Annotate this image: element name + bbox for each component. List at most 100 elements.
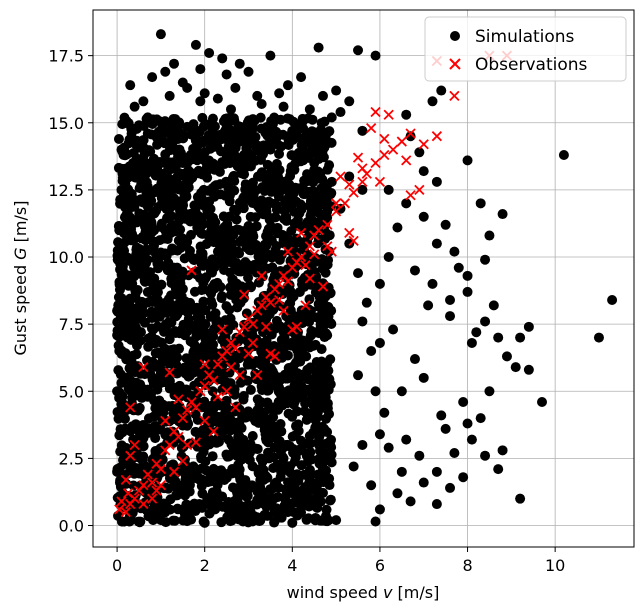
simulation-point [301,309,312,320]
observation-x-stroke [256,300,267,311]
observation-point [164,439,175,451]
observation-x-stroke [326,246,337,257]
x-axis-label: wind speed v [m/s] [287,583,440,602]
simulation-point [212,164,223,175]
simulation-point [298,223,309,234]
simulation-point [169,310,180,321]
simulation-point [193,377,204,388]
simulation-point [164,145,175,156]
simulation-point [322,403,333,414]
simulation-point [134,208,145,219]
observation-point [221,345,232,357]
simulation-point [169,222,180,233]
simulation-point [163,301,174,312]
observation-point [160,415,171,426]
simulation-point [173,133,184,144]
observation-x-stroke [383,109,394,120]
observation-x-stroke [274,294,285,306]
y-tick-label: 5.0 [59,382,84,401]
simulation-point [296,204,307,215]
observation-x-stroke [151,458,162,469]
simulation-point [255,481,266,492]
simulation-point [231,127,242,138]
simulation-point [173,464,184,475]
observation-point [344,227,355,238]
observation-x-stroke [243,313,254,324]
simulation-point [168,515,179,526]
simulation-point [374,429,385,440]
observation-point [405,128,416,139]
simulation-point [200,334,211,345]
simulation-point [147,72,158,83]
observation-x-stroke [252,370,263,381]
simulation-point [265,363,276,374]
observation-x-stroke [230,402,241,413]
simulation-point [480,450,491,461]
simulation-point [222,451,233,462]
simulation-point [300,176,311,187]
simulation-point [142,355,153,366]
simulation-point [348,461,359,472]
simulation-point [335,107,346,118]
simulation-point [331,515,342,526]
simulation-point [374,504,385,515]
simulation-point [306,454,317,465]
simulation-point [256,358,267,369]
simulation-point [116,184,127,195]
simulation-point [242,259,253,270]
simulation-point [292,469,303,480]
observation-point [300,259,311,271]
simulation-point [265,184,276,195]
observation-point [326,246,337,257]
simulation-point [124,166,135,177]
simulation-point [261,383,272,394]
observation-x-stroke [225,337,237,349]
observation-point [155,463,167,475]
simulation-point [192,140,203,151]
observation-x-stroke [212,359,223,370]
simulation-point [159,321,170,332]
simulation-point [252,405,263,416]
simulation-point [196,453,207,464]
simulation-point [423,300,434,311]
observation-x-stroke [164,439,175,451]
simulation-point [260,471,271,482]
simulation-point [112,386,123,397]
simulation-point [164,211,175,222]
simulation-point [114,345,125,356]
simulation-point [206,327,217,338]
simulation-point [280,461,291,472]
simulation-point [370,50,381,61]
plot-frame [92,9,635,548]
simulation-point [125,375,136,386]
simulation-point [309,194,320,205]
simulation-point [158,498,169,509]
simulation-point [263,447,274,458]
observation-x-stroke [304,273,315,284]
simulation-point [157,454,168,465]
simulation-point [475,198,486,209]
simulation-point [254,516,265,527]
simulation-point [240,179,251,190]
simulation-point [436,85,447,96]
observation-point [357,176,368,187]
legend-simulations-marker [450,31,460,41]
observation-x-stroke [348,187,359,198]
simulation-point [440,219,451,230]
y-axis-label: Gust speed G [m/s] [11,201,30,356]
observation-x-stroke [282,276,294,287]
simulation-point [155,126,166,137]
simulation-point [281,500,292,511]
simulation-point [458,397,469,408]
simulation-point [122,208,133,219]
simulation-point [296,72,307,83]
simulation-point [113,292,124,303]
observation-point [190,402,202,413]
simulation-point [307,482,318,493]
simulation-point [224,410,235,421]
simulation-point [316,310,327,321]
simulation-point [170,382,181,393]
observation-point [230,343,241,354]
simulation-point [326,318,337,329]
